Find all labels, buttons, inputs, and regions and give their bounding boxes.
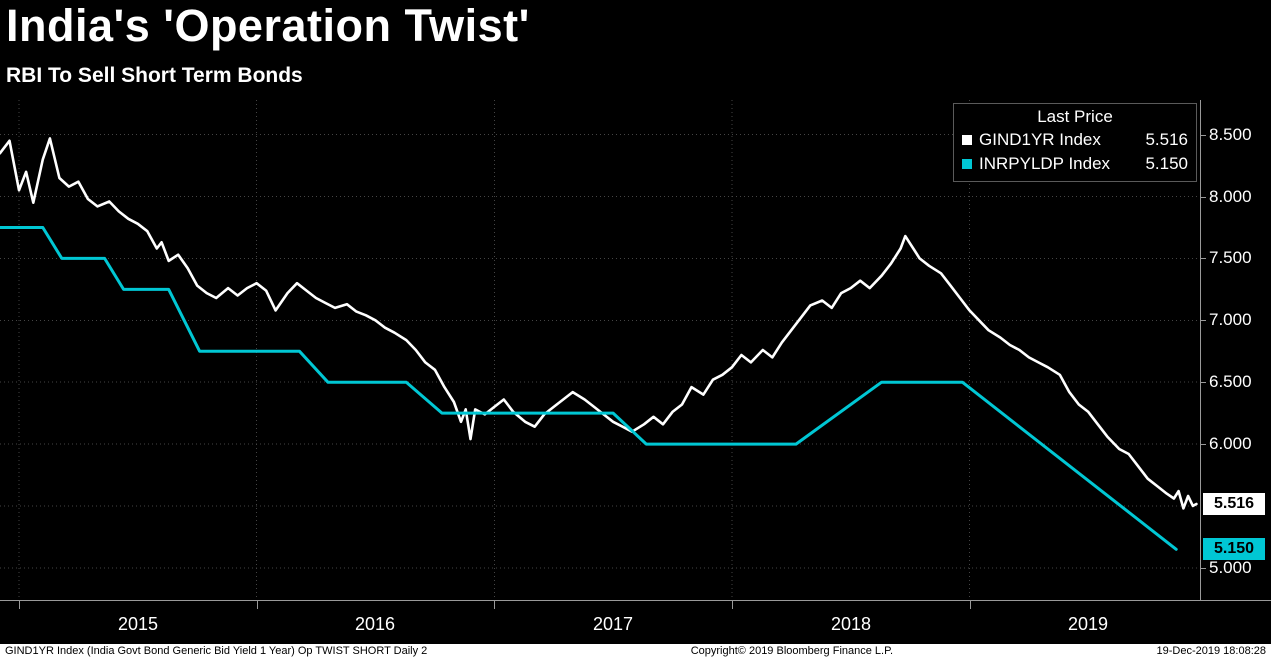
legend-entry-inrpyldp[interactable]: INRPYLDP Index 5.150 [962, 152, 1188, 176]
x-axis-tick [257, 601, 258, 609]
y-axis-tick [1201, 320, 1206, 321]
legend-label-inrpyldp: INRPYLDP Index [979, 154, 1111, 173]
y-axis-label: 7.000 [1209, 310, 1252, 329]
legend-title: Last Price [1037, 107, 1113, 126]
y-axis-label: 6.000 [1209, 434, 1252, 453]
x-axis-tick [970, 601, 971, 609]
legend-entry-gind1yr[interactable]: GIND1YR Index 5.516 [962, 128, 1188, 152]
x-axis-year-label: 2018 [830, 614, 872, 634]
status-bar-timestamp: 19-Dec-2019 18:08:28 [1156, 645, 1266, 657]
y-axis-label: 8.000 [1209, 187, 1252, 206]
x-axis-year-label: 2019 [1067, 614, 1109, 634]
legend: Last Price GIND1YR Index 5.516 INRPYLDP … [953, 103, 1197, 182]
y-axis-tick [1201, 444, 1206, 445]
x-axis-tick [732, 601, 733, 609]
y-axis-label: 6.500 [1209, 372, 1252, 391]
price-chart-svg[interactable] [0, 100, 1200, 600]
status-bar-left: GIND1YR Index (India Govt Bond Generic B… [5, 645, 428, 657]
y-axis: 8.500 8.000 7.500 7.000 6.500 6.000 5.000 5.516… [1200, 100, 1271, 600]
legend-value-gind1yr: 5.516 [1145, 130, 1188, 149]
y-axis-label: 5.000 [1209, 558, 1252, 577]
status-bar-copyright: Copyright© 2019 Bloomberg Finance L.P. [690, 645, 894, 657]
x-axis-year-label: 2016 [354, 614, 396, 634]
x-axis-year-label: 2015 [117, 614, 159, 634]
series-line [0, 137, 1198, 510]
y-axis-tick [1201, 135, 1206, 136]
x-axis: 2015 2016 2017 2018 2019 [0, 600, 1271, 645]
legend-label-gind1yr: GIND1YR Index [979, 130, 1101, 149]
y-axis-tick [1201, 258, 1206, 259]
y-axis-tick [1201, 197, 1206, 198]
y-axis-tick [1201, 382, 1206, 383]
x-axis-tick [19, 601, 20, 609]
plot-area[interactable] [0, 100, 1200, 600]
y-axis-label: 8.500 [1209, 125, 1252, 144]
last-price-badge: 5.516 [1203, 493, 1265, 515]
page-title: India's 'Operation Twist' [6, 0, 530, 51]
page-subtitle: RBI To Sell Short Term Bonds [6, 64, 303, 87]
y-axis-tick [1201, 568, 1206, 569]
status-bar: GIND1YR Index (India Govt Bond Generic B… [0, 644, 1271, 658]
series-swatch-gind1yr [962, 135, 972, 145]
x-axis-tick [494, 601, 495, 609]
y-axis-label: 7.500 [1209, 248, 1252, 267]
x-axis-year-label: 2017 [592, 614, 634, 634]
legend-value-inrpyldp: 5.150 [1145, 154, 1188, 173]
last-price-badge: 5.150 [1203, 538, 1265, 560]
series-line [0, 226, 1178, 551]
series-swatch-inrpyldp [962, 159, 972, 169]
